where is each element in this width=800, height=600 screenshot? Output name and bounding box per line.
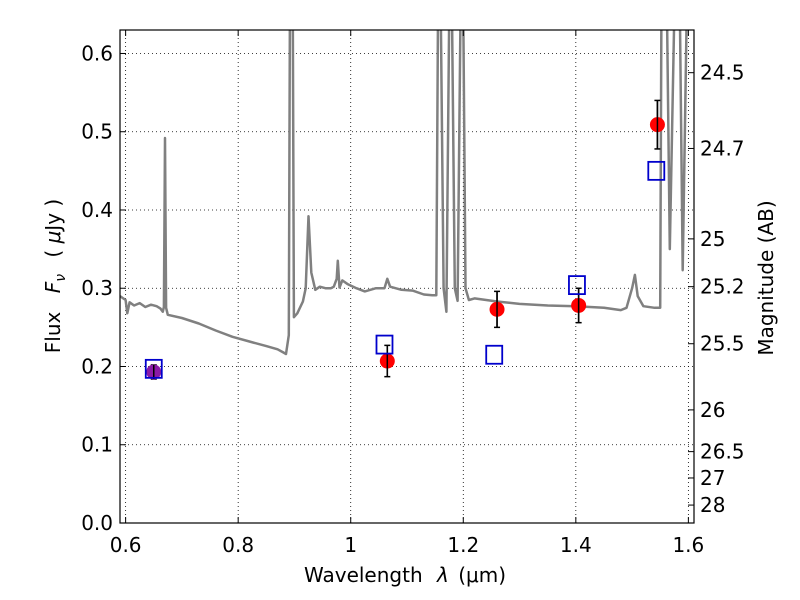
axis-ticks: 0.6 0.8 1 1.2 1.4 1.6 0.0 0.1 0.2 0.3 0.4 0.5 0.6 24.… <box>81 30 745 557</box>
y2-tick-label: 28 <box>700 493 725 517</box>
y2-tick-label: 25.2 <box>700 275 745 299</box>
plot-clipped-group <box>120 30 688 356</box>
y2-axis-label: Magnitude (AB) <box>754 200 778 355</box>
model-point <box>568 275 586 296</box>
y-tick-label: 0.5 <box>81 120 113 144</box>
y2-tick-label: 26.5 <box>700 440 745 464</box>
y-tick-label: 0.3 <box>81 276 113 300</box>
grid-lines <box>120 30 694 524</box>
model-point <box>375 334 394 355</box>
model-point <box>485 344 504 365</box>
y2-tick-label: 27 <box>700 466 725 490</box>
y-tick-label: 0.1 <box>81 433 113 457</box>
y-tick-label: 0.2 <box>81 354 113 378</box>
model-point <box>647 160 666 181</box>
y-axis-label: Flux Fν ( μJy ) <box>41 199 70 353</box>
y2-tick-label: 25 <box>700 227 725 251</box>
spectrum-line <box>120 30 688 356</box>
axes-frame <box>119 29 695 524</box>
x-tick-label: 0.8 <box>222 533 254 557</box>
y2-tick-label: 25.5 <box>700 332 745 356</box>
y-tick-label: 0.0 <box>81 511 113 535</box>
x-tick-label: 1 <box>344 533 357 557</box>
y-tick-label: 0.6 <box>81 41 113 65</box>
x-tick-label: 0.6 <box>110 533 142 557</box>
plot-area <box>120 30 688 380</box>
y2-tick-label: 24.5 <box>700 61 745 85</box>
x-tick-label: 1.2 <box>447 533 479 557</box>
x-axis-label: Wavelength λ (μm) <box>304 563 506 587</box>
y-tick-label: 0.4 <box>81 198 113 222</box>
y2-tick-label: 26 <box>700 398 725 422</box>
x-tick-label: 1.6 <box>672 533 704 557</box>
x-tick-label: 1.4 <box>560 533 592 557</box>
y2-tick-label: 24.7 <box>700 136 745 160</box>
model-point <box>144 358 163 379</box>
